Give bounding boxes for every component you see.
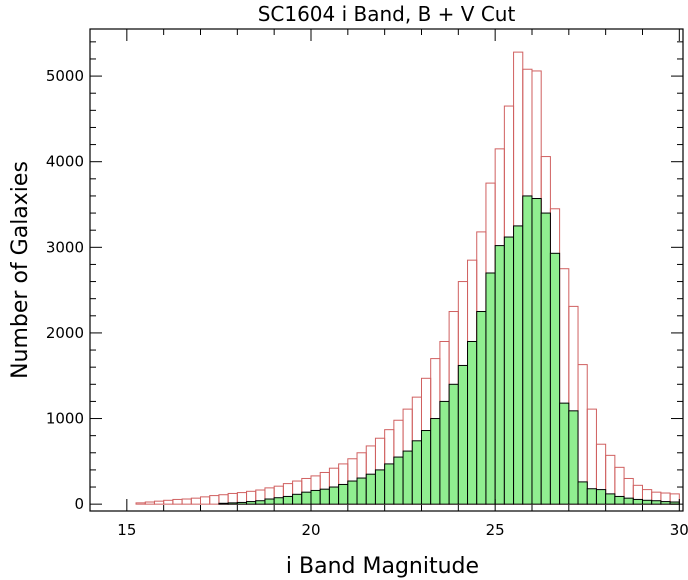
x-tick-label: 25 (486, 521, 505, 539)
bar-cut (540, 212, 551, 505)
bar-cut (485, 272, 496, 505)
y-tick-label: 5000 (46, 67, 84, 85)
bar-all (144, 501, 155, 505)
series-all-bars (135, 51, 680, 505)
tick-labels: 15 20 25 30 0 1000 2000 3000 4000 5000 (46, 67, 688, 539)
bar-all (218, 494, 229, 505)
bar-cut (384, 463, 395, 505)
bar-cut (476, 311, 487, 505)
x-tick-label: 15 (117, 521, 136, 539)
bar-cut (448, 383, 459, 505)
bar-cut (411, 440, 422, 505)
bar-cut (549, 252, 561, 505)
bar-cut (503, 236, 515, 505)
bar-cut (273, 497, 284, 505)
bar-all (153, 500, 165, 505)
bar-cut (236, 501, 248, 505)
bar-cut (402, 450, 413, 505)
bar-cut (365, 473, 376, 505)
y-axis-title: Number of Galaxies (8, 161, 33, 379)
bar-cut (264, 498, 275, 505)
y-tick-label: 0 (74, 495, 84, 513)
bar-cut (651, 500, 662, 505)
bar-cut (255, 500, 266, 505)
bar-cut (457, 364, 469, 505)
bar-cut (420, 430, 432, 505)
bar-all (199, 496, 211, 505)
bar-cut (310, 489, 321, 505)
bar-all (190, 497, 201, 505)
series-cut-bars (218, 195, 680, 505)
bar-cut (347, 480, 358, 505)
bar-cut (605, 493, 616, 505)
bar-all (172, 498, 183, 505)
bar-cut (430, 418, 441, 505)
bar-cut (246, 501, 257, 505)
chart-title: SC1604 i Band, B + V Cut (258, 2, 516, 26)
bar-cut (338, 483, 349, 505)
bar-all (163, 499, 174, 505)
bar-cut (559, 402, 570, 505)
x-axis-title: i Band Magnitude (286, 554, 479, 579)
axis-ticks (89, 29, 683, 511)
bar-cut (568, 410, 579, 505)
bar-all (181, 498, 192, 505)
bar-cut (522, 195, 533, 505)
bar-cut (595, 489, 607, 505)
bar-cut (356, 477, 367, 505)
bar-cut (614, 495, 625, 505)
bar-cut (282, 495, 294, 505)
bar-cut (328, 486, 340, 505)
bar-cut (623, 497, 634, 505)
bar-cut (227, 502, 238, 505)
bar-cut (586, 488, 597, 505)
bar-cut (494, 245, 505, 505)
y-tick-label: 4000 (46, 153, 84, 171)
bar-cut (660, 501, 671, 505)
bar-cut (439, 400, 450, 505)
bar-cut (577, 481, 588, 505)
bar-all (209, 495, 220, 505)
bar-cut (467, 340, 478, 505)
bar-cut (641, 499, 653, 505)
bar-cut (319, 488, 330, 505)
bar-cut (531, 198, 542, 505)
bar-cut (374, 469, 386, 505)
x-tick-label: 20 (301, 521, 320, 539)
bar-cut (393, 456, 404, 505)
bar-cut (632, 498, 643, 505)
bar-all (135, 502, 146, 505)
x-tick-label: 30 (670, 521, 688, 539)
y-tick-label: 2000 (46, 324, 84, 342)
bar-cut (218, 502, 229, 505)
plot-frame (89, 28, 684, 512)
y-tick-label: 1000 (46, 410, 84, 428)
y-tick-label: 3000 (46, 238, 84, 256)
bar-cut (292, 493, 303, 505)
bar-cut (301, 491, 312, 505)
bar-cut (513, 225, 524, 505)
